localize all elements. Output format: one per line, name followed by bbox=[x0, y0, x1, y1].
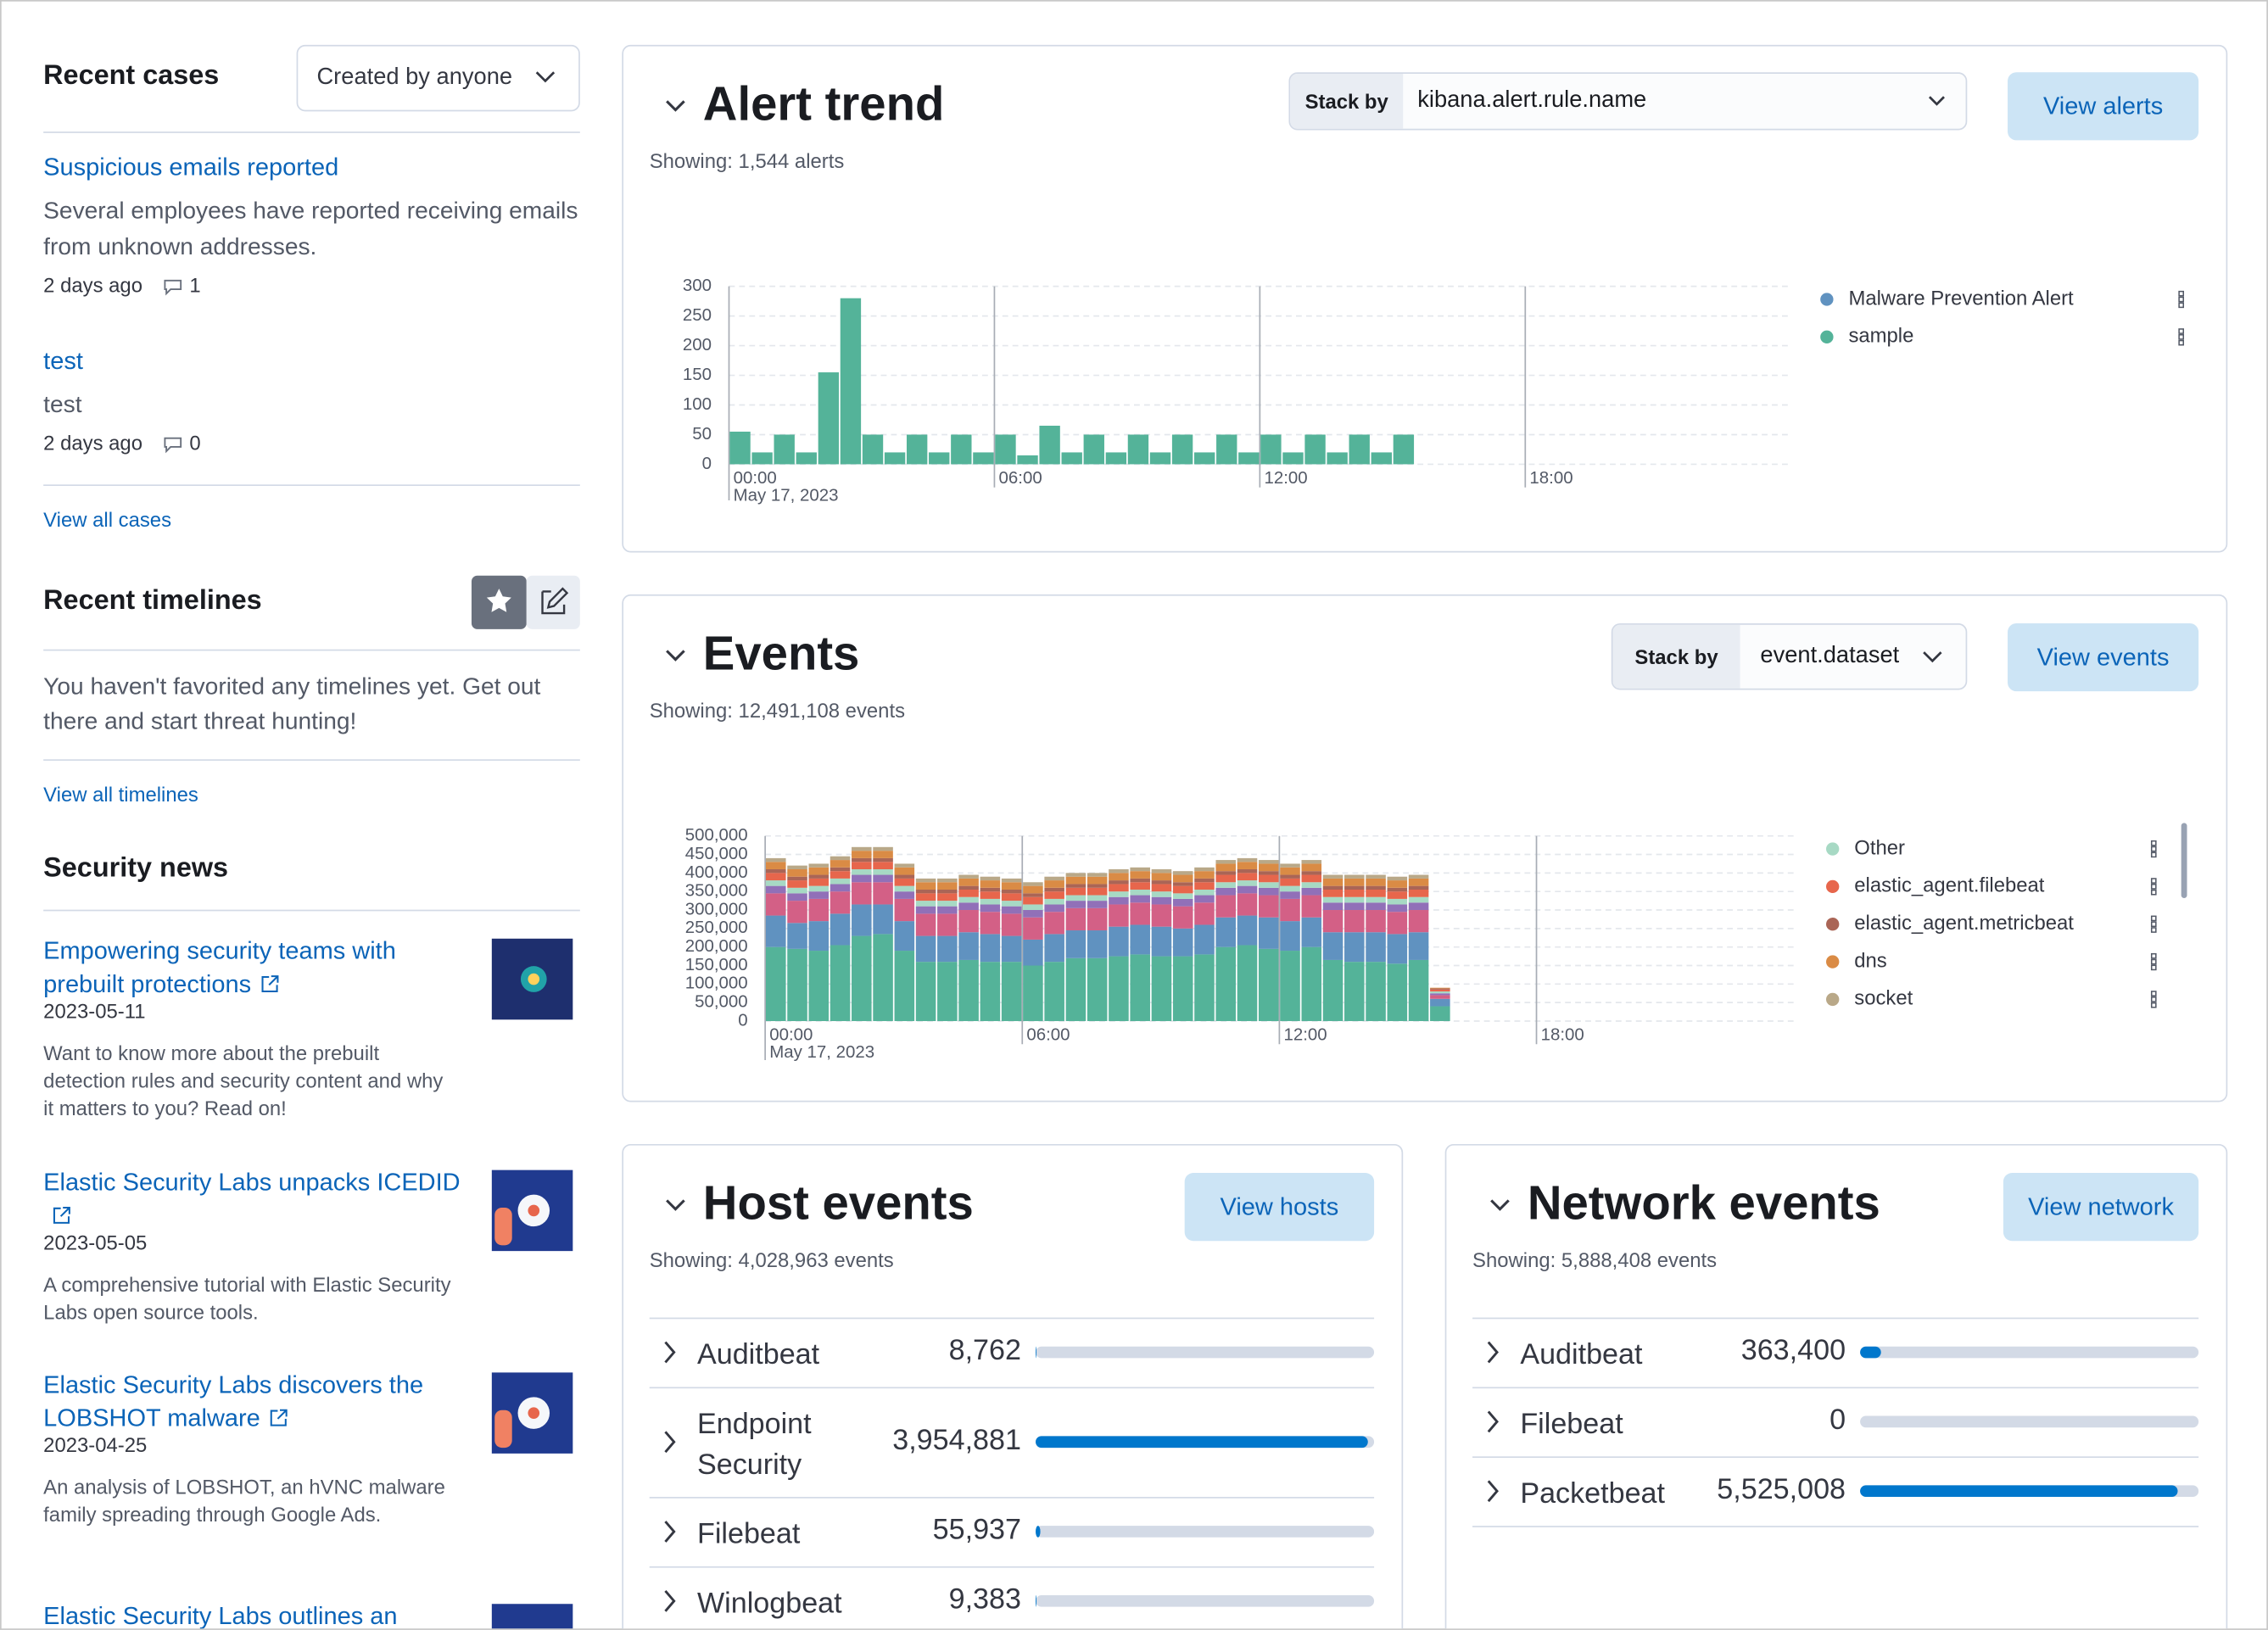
news-title[interactable]: Elastic Security Labs outlines an bbox=[43, 1599, 470, 1630]
news-thumbnail[interactable] bbox=[491, 938, 573, 1020]
case-description: Several employees have reported receivin… bbox=[43, 198, 578, 260]
view-button[interactable]: View events bbox=[2008, 623, 2199, 692]
stack-by-control[interactable]: Stack by event.dataset bbox=[1611, 623, 1968, 690]
filter-dropdown[interactable]: Created by anyone bbox=[296, 44, 580, 112]
panel-subtitle: Showing: 12,491,108 events bbox=[649, 698, 906, 722]
thumbnail-art bbox=[520, 966, 547, 992]
edit-button[interactable] bbox=[526, 575, 580, 629]
row-count: 8,762 bbox=[948, 1335, 1021, 1367]
divider bbox=[1472, 1456, 2199, 1459]
stack-by-label: Stack by bbox=[1612, 624, 1740, 689]
view-all-link[interactable]: View all timelines bbox=[43, 782, 198, 806]
divider bbox=[649, 1317, 1375, 1320]
stack-by-value: event.dataset bbox=[1760, 643, 1900, 668]
row-name: Filebeat bbox=[1520, 1409, 1623, 1441]
panel-title: Host events bbox=[702, 1175, 974, 1230]
thumbnail-art bbox=[528, 1204, 540, 1217]
news-title-text: Elastic Security Labs discovers the LOBS… bbox=[43, 1370, 424, 1432]
row-name: Winlogbeat bbox=[696, 1588, 842, 1621]
comment-count: 0 bbox=[189, 431, 201, 455]
case-description: test bbox=[43, 392, 82, 418]
panel-subtitle: Showing: 1,544 alerts bbox=[649, 148, 845, 172]
divider bbox=[649, 1497, 1375, 1499]
comment-count: 1 bbox=[189, 273, 201, 297]
news-title-text: Elastic Security Labs unpacks ICEDID bbox=[43, 1168, 461, 1197]
empty-message: You haven't favorited any timelines yet.… bbox=[43, 673, 541, 735]
events-panel bbox=[622, 594, 2228, 1102]
panel-subtitle: Showing: 5,888,408 events bbox=[1472, 1248, 1718, 1272]
panel-title: Events bbox=[702, 626, 860, 680]
news-date: 2023-05-05 bbox=[43, 1231, 148, 1254]
row-count: 363,400 bbox=[1740, 1335, 1846, 1367]
news-summary: A comprehensive tutorial with Elastic Se… bbox=[43, 1272, 451, 1324]
star-icon bbox=[486, 589, 511, 612]
stack-by-value: kibana.alert.rule.name bbox=[1417, 88, 1647, 114]
view-button[interactable]: View network bbox=[2003, 1173, 2199, 1242]
news-thumbnail[interactable] bbox=[491, 1604, 573, 1630]
row-name: Packetbeat bbox=[1520, 1477, 1666, 1510]
news-date: 2023-05-11 bbox=[43, 999, 146, 1023]
news-title-text: Elastic Security Labs outlines an bbox=[43, 1602, 398, 1630]
news-title[interactable]: Empowering security teams with prebuilt … bbox=[43, 935, 470, 1001]
divider bbox=[1472, 1387, 2199, 1389]
row-count: 9,383 bbox=[948, 1583, 1021, 1616]
case-age: 2 days ago bbox=[43, 273, 142, 297]
case-age: 2 days ago bbox=[43, 431, 142, 455]
external-link-icon bbox=[270, 1409, 288, 1426]
divider bbox=[649, 1566, 1375, 1568]
divider bbox=[43, 649, 580, 651]
divider bbox=[43, 484, 580, 487]
news-date: 2023-04-25 bbox=[43, 1433, 148, 1457]
divider bbox=[1472, 1526, 2199, 1527]
case-title[interactable]: Suspicious emails reported bbox=[43, 153, 339, 181]
filter-value: Created by anyone bbox=[316, 64, 513, 90]
view-button[interactable]: View alerts bbox=[2008, 72, 2199, 141]
divider bbox=[43, 131, 580, 133]
divider bbox=[1472, 1317, 2199, 1320]
case-title[interactable]: test bbox=[43, 347, 83, 375]
thumbnail-art bbox=[494, 1410, 512, 1449]
external-link-icon bbox=[260, 975, 278, 993]
comment-icon bbox=[164, 437, 182, 454]
divider bbox=[43, 759, 580, 762]
thumbnail-art bbox=[517, 1194, 550, 1227]
divider bbox=[43, 909, 580, 912]
thumbnail-art bbox=[517, 1397, 550, 1429]
row-count: 3,954,881 bbox=[892, 1424, 1021, 1457]
news-summary: An analysis of LOBSHOT, an hVNC malware … bbox=[43, 1475, 445, 1527]
section-title: Recent timelines bbox=[43, 585, 262, 617]
news-title[interactable]: Elastic Security Labs discovers the LOBS… bbox=[43, 1368, 470, 1434]
row-name: Endpoint Security bbox=[696, 1409, 812, 1482]
view-all-link[interactable]: View all cases bbox=[43, 507, 172, 531]
row-name: Filebeat bbox=[696, 1518, 801, 1551]
row-count: 5,525,008 bbox=[1717, 1473, 1846, 1506]
panel-title: Network events bbox=[1527, 1175, 1880, 1230]
thumbnail-art bbox=[528, 1407, 540, 1419]
view-button[interactable]: View hosts bbox=[1184, 1173, 1375, 1242]
row-name: Auditbeat bbox=[1520, 1339, 1643, 1371]
thumbnail-art bbox=[494, 1207, 512, 1246]
panel-title: Alert trend bbox=[702, 76, 945, 131]
section-title: Recent cases bbox=[43, 60, 220, 92]
section-title: Security news bbox=[43, 853, 229, 884]
panel-subtitle: Showing: 4,028,963 events bbox=[649, 1248, 894, 1272]
edit-icon bbox=[541, 587, 569, 615]
stack-by-control[interactable]: Stack by kibana.alert.rule.name bbox=[1288, 72, 1968, 131]
thumbnail-art bbox=[528, 973, 540, 985]
row-name: Auditbeat bbox=[696, 1339, 820, 1371]
divider bbox=[649, 1387, 1375, 1389]
news-summary: Want to know more about the prebuilt det… bbox=[43, 1041, 444, 1119]
news-thumbnail[interactable] bbox=[491, 1169, 573, 1252]
row-count: 0 bbox=[1829, 1404, 1846, 1437]
news-thumbnail[interactable] bbox=[491, 1372, 573, 1454]
comment-icon bbox=[164, 279, 182, 296]
favorite-button[interactable] bbox=[471, 575, 527, 629]
news-title-text: Empowering security teams with prebuilt … bbox=[43, 937, 396, 998]
external-link-icon bbox=[53, 1206, 70, 1224]
stack-by-label: Stack by bbox=[1290, 73, 1404, 129]
news-title[interactable]: Elastic Security Labs unpacks ICEDID bbox=[43, 1166, 470, 1232]
row-count: 55,937 bbox=[932, 1514, 1021, 1547]
